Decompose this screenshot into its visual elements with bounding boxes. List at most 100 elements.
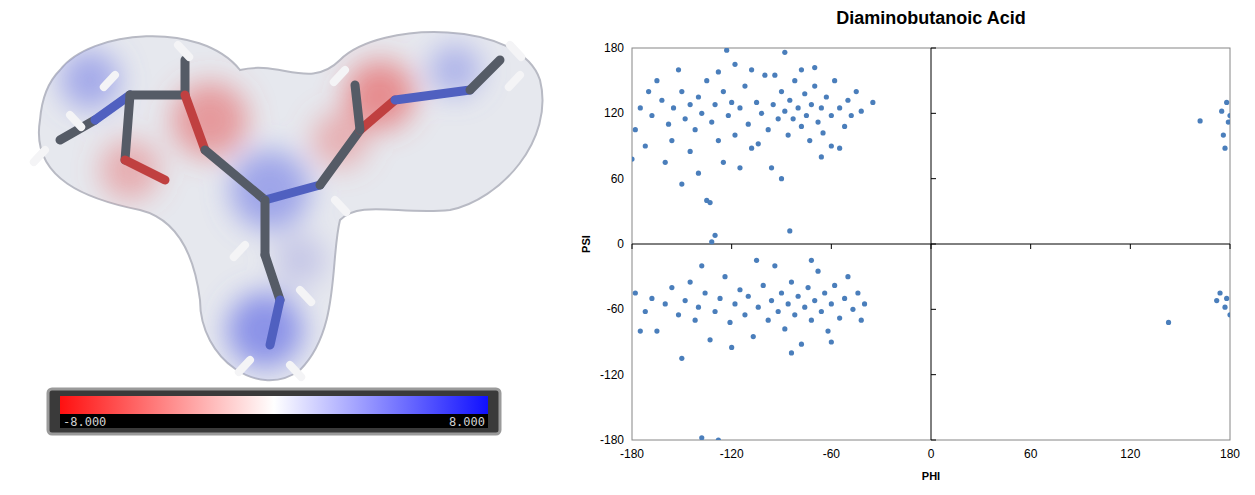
point — [1166, 320, 1171, 325]
point — [809, 258, 814, 263]
point — [789, 280, 794, 285]
point — [829, 339, 834, 344]
hydrogen — [335, 200, 346, 212]
colorbar: -8.0008.000 — [48, 389, 500, 434]
point — [807, 138, 812, 143]
point — [709, 119, 714, 124]
point — [759, 111, 764, 116]
point — [782, 326, 787, 331]
point — [809, 318, 814, 323]
point — [859, 318, 864, 323]
point — [786, 301, 791, 306]
point — [633, 127, 638, 132]
point — [754, 100, 759, 105]
bond — [130, 91, 185, 100]
point — [693, 127, 698, 132]
page: -8.0008.000 Diaminobutanoic Acid -180 -120 -… — [0, 0, 1255, 495]
x-tick-label: -60 — [823, 447, 841, 461]
y-tick — [931, 178, 936, 179]
point — [829, 301, 834, 306]
colorbar-frame — [48, 389, 500, 434]
point — [791, 116, 796, 121]
y-axis-title: PSI — [580, 235, 592, 253]
point — [787, 98, 792, 103]
point — [712, 309, 717, 314]
point — [766, 127, 771, 132]
bond — [470, 60, 500, 90]
point — [804, 113, 809, 118]
point — [824, 94, 829, 99]
y-tick-label: -180 — [600, 433, 624, 447]
bond — [395, 90, 470, 100]
bond — [320, 130, 360, 185]
bond — [125, 160, 165, 180]
point — [676, 312, 681, 317]
point — [782, 109, 787, 114]
point — [1198, 118, 1203, 123]
colorbar-scale — [60, 396, 488, 414]
hydrogen — [239, 360, 250, 372]
point — [726, 113, 731, 118]
x-tick-label: 0 — [928, 447, 935, 461]
point — [679, 182, 684, 187]
point — [721, 89, 726, 94]
point — [737, 105, 742, 110]
point — [742, 312, 747, 317]
point — [776, 116, 781, 121]
colorbar-tick-label: 8.000 — [449, 415, 485, 429]
point — [802, 305, 807, 310]
point — [799, 67, 804, 72]
point — [646, 89, 651, 94]
points — [632, 48, 1230, 440]
surface — [39, 32, 543, 380]
point — [632, 156, 635, 161]
point — [732, 62, 737, 67]
y-tick — [931, 374, 936, 375]
point — [825, 329, 830, 334]
point — [1224, 296, 1229, 301]
chart-title: Diaminobutanoic Acid — [836, 8, 1025, 28]
point — [1221, 133, 1226, 138]
point — [702, 290, 707, 295]
point — [696, 94, 701, 99]
point — [812, 84, 817, 89]
y-tick-label: -120 — [600, 368, 624, 382]
point — [712, 102, 717, 107]
x-tick-label: 180 — [1220, 447, 1240, 461]
point — [771, 102, 776, 107]
point — [796, 105, 801, 110]
point — [809, 102, 814, 107]
x-axis-title: PHI — [922, 470, 940, 482]
point — [870, 100, 875, 105]
plot-frame — [632, 48, 1230, 440]
point — [819, 154, 824, 159]
bond — [265, 255, 280, 300]
point — [805, 285, 810, 290]
point — [859, 109, 864, 114]
point — [779, 89, 784, 94]
hydrogen — [34, 150, 45, 162]
y-tick-label: 0 — [617, 237, 624, 251]
point — [742, 84, 747, 89]
point — [716, 437, 721, 440]
point — [776, 309, 781, 314]
point — [676, 67, 681, 72]
scatter-chart: Diaminobutanoic Acid-180-120-60060120180… — [580, 8, 1240, 482]
point — [854, 89, 859, 94]
point — [638, 105, 643, 110]
potential-patch — [60, 50, 120, 110]
point — [669, 285, 674, 290]
point — [669, 138, 674, 143]
potential-patch — [172, 82, 248, 158]
point — [699, 111, 704, 116]
point — [707, 337, 712, 342]
y-tick-label: -60 — [607, 302, 625, 316]
hydrogen — [70, 115, 81, 127]
x-tick — [931, 244, 932, 249]
point — [786, 133, 791, 138]
point — [643, 143, 648, 148]
point — [1226, 119, 1230, 124]
point — [812, 65, 817, 70]
point — [649, 113, 654, 118]
point — [746, 122, 751, 127]
